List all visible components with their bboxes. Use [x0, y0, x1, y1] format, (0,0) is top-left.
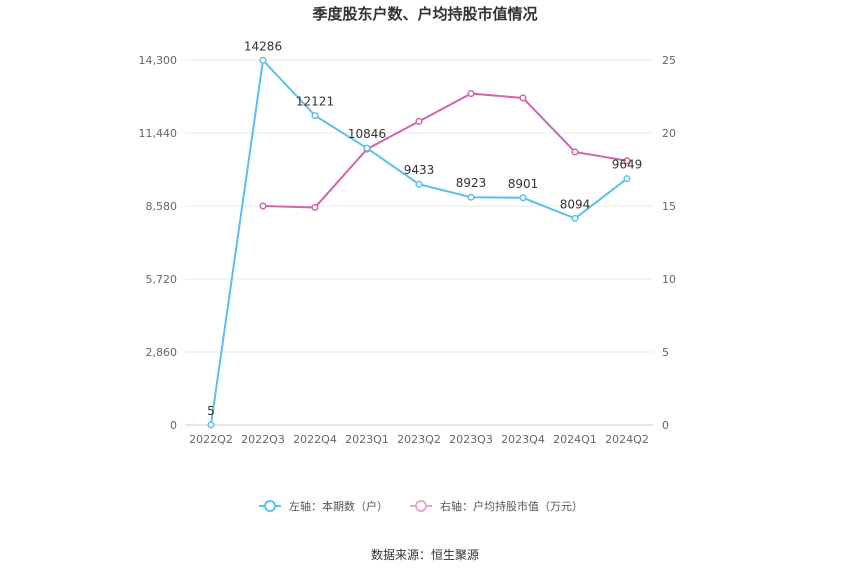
- data-label: 14286: [244, 39, 282, 53]
- point-market-value: [623, 157, 631, 165]
- point-holders: [415, 180, 423, 188]
- x-tick-label: 2022Q4: [293, 433, 337, 446]
- x-tick-label: 2022Q3: [241, 433, 285, 446]
- data-label: 5: [207, 404, 215, 418]
- x-axis: 2022Q2 2022Q3 2022Q4 2023Q1 2023Q2 2023Q3 2023…: [189, 433, 649, 446]
- right-tick-label: 15: [662, 200, 676, 213]
- legend-marker-icon: [264, 500, 276, 512]
- data-label: 10846: [348, 127, 386, 141]
- right-tick-label: 5: [662, 346, 669, 359]
- point-holders: [623, 175, 631, 183]
- point-holders: [259, 56, 267, 64]
- right-tick-label: 0: [662, 419, 669, 432]
- data-label: 8094: [560, 197, 591, 211]
- left-tick-label: 5,720: [146, 273, 178, 286]
- left-tick-label: 14,300: [139, 54, 178, 67]
- data-label: 8923: [456, 176, 487, 190]
- left-axis: 0 2,860 5,720 8,580 11,440 14,300: [139, 54, 178, 432]
- legend-marker-icon: [415, 500, 427, 512]
- point-market-value: [415, 117, 423, 125]
- right-tick-label: 20: [662, 127, 676, 140]
- left-tick-label: 11,440: [139, 127, 178, 140]
- legend-item-holders[interactable]: 左轴：本期数（户）: [259, 499, 388, 513]
- x-tick-label: 2024Q2: [605, 433, 649, 446]
- series-line-holders: [210, 58, 628, 426]
- data-label: 9433: [404, 163, 435, 177]
- left-tick-label: 2,860: [146, 346, 178, 359]
- data-label: 12121: [296, 95, 334, 109]
- legend-label: 右轴：户均持股市值（万元）: [440, 499, 583, 513]
- source-text: 数据来源：恒生聚源: [371, 547, 479, 562]
- data-label: 9649: [612, 158, 643, 172]
- point-holders: [467, 193, 475, 201]
- point-holders: [363, 144, 371, 152]
- point-market-value: [571, 148, 579, 156]
- x-tick-label: 2023Q4: [501, 433, 545, 446]
- chart-title: 季度股东户数、户均持股市值情况: [312, 5, 537, 23]
- legend-item-market-value[interactable]: 右轴：户均持股市值（万元）: [410, 499, 583, 513]
- point-market-value: [467, 90, 475, 98]
- data-labels: 5 14286 12121 10846 9433 8923 8901 8094 9649: [207, 39, 642, 418]
- point-market-value: [519, 94, 527, 102]
- series-layer: [207, 56, 631, 429]
- legend-label: 左轴：本期数（户）: [289, 499, 388, 513]
- right-axis: 0 5 10 15 20 25: [662, 54, 676, 432]
- point-holders: [571, 214, 579, 222]
- point-market-value: [259, 202, 267, 210]
- left-tick-label: 8,580: [146, 200, 178, 213]
- right-tick-label: 10: [662, 273, 676, 286]
- x-tick-label: 2023Q3: [449, 433, 493, 446]
- x-tick-label: 2023Q2: [397, 433, 441, 446]
- point-holders: [311, 112, 319, 120]
- legend[interactable]: 左轴：本期数（户） 右轴：户均持股市值（万元）: [259, 499, 583, 513]
- point-holders: [519, 194, 527, 202]
- x-tick-label: 2022Q2: [189, 433, 233, 446]
- x-tick-label: 2024Q1: [553, 433, 597, 446]
- left-tick-label: 0: [170, 419, 177, 432]
- right-tick-label: 25: [662, 54, 676, 67]
- series-line-market-value: [262, 92, 628, 209]
- point-market-value: [311, 203, 319, 212]
- point-holders: [207, 421, 215, 429]
- x-tick-label: 2023Q1: [345, 433, 389, 446]
- data-label: 8901: [508, 177, 539, 191]
